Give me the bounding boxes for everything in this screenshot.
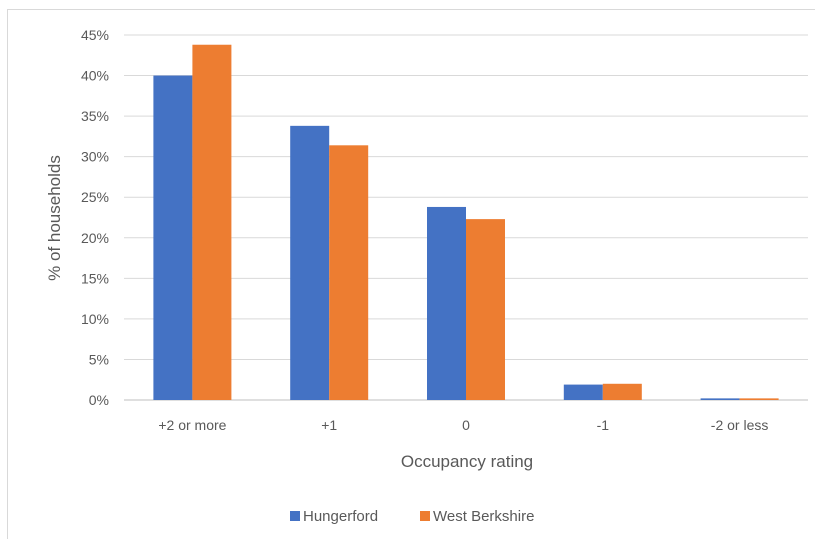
bar-hungerford: [563, 384, 603, 400]
legend-label: Hungerford: [303, 508, 378, 525]
y-tick-label: 20%: [81, 230, 109, 246]
x-tick-label: +1: [321, 417, 337, 433]
y-tick-label: 0%: [89, 392, 109, 408]
x-tick-label: +2 or more: [158, 417, 226, 433]
legend-label: West Berkshire: [433, 508, 534, 525]
bar-hungerford: [700, 398, 740, 400]
bar-hungerford: [427, 206, 466, 400]
x-tick-label: 0: [462, 417, 470, 433]
y-tick-label: 35%: [81, 108, 109, 124]
x-tick-label: -1: [597, 417, 610, 433]
y-tick-label: 25%: [81, 189, 109, 205]
bar-west-berkshire: [329, 145, 369, 400]
legend: Hungerford West Berkshire: [290, 508, 534, 525]
y-tick-label: 15%: [81, 270, 109, 286]
y-tick-label: 5%: [89, 351, 109, 367]
x-axis-title: Occupancy rating: [401, 452, 533, 471]
bar-west-berkshire: [739, 398, 779, 400]
bar-west-berkshire: [466, 219, 505, 400]
bar-west-berkshire: [602, 383, 642, 400]
y-tick-labels: 0% 5% 10% 15% 20% 25% 30% 35% 40% 45%: [81, 27, 109, 408]
y-tick-label: 10%: [81, 311, 109, 327]
y-tick-label: 30%: [81, 149, 109, 165]
chart-frame: [7, 9, 815, 539]
x-tick-label: -2 or less: [711, 417, 769, 433]
y-tick-label: 45%: [81, 27, 109, 43]
y-axis-title: % of households: [45, 155, 64, 281]
bars: [153, 44, 779, 401]
y-tick-label: 40%: [81, 68, 109, 84]
bar-hungerford: [153, 75, 193, 401]
legend-swatch: [290, 511, 300, 521]
bar-west-berkshire: [192, 44, 232, 400]
x-tick-labels: +2 or more +1 0 -1 -2 or less: [158, 417, 768, 433]
bar-hungerford: [290, 125, 330, 400]
legend-swatch: [420, 511, 430, 521]
